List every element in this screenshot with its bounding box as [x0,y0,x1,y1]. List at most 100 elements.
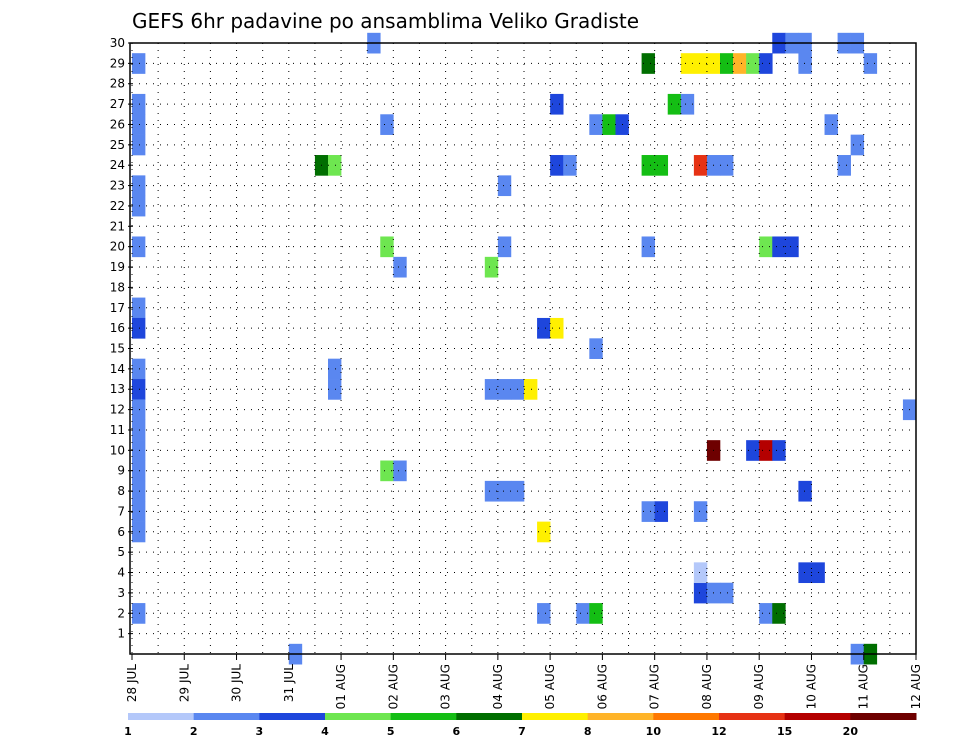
plot-frame [129,42,917,655]
heatmap-cell [132,419,146,441]
y-tick-label: 9 [117,464,125,478]
x-tick-label: 06 AUG [595,664,609,709]
heatmap-cell [132,195,146,217]
heatmap-cell [733,53,747,74]
x-tick-label: 07 AUG [648,664,662,709]
legend-swatch [128,713,195,720]
y-tick-label: 16 [110,321,125,335]
legend-swatch [259,713,326,720]
legend-swatch [587,713,654,720]
heatmap-cell [746,440,760,461]
heatmap-cell [759,440,773,461]
heatmap-cell [550,155,564,176]
y-tick-label: 8 [117,484,125,498]
heatmap-cell [132,134,146,156]
x-tick-label: 04 AUG [491,664,505,709]
heatmap-cell [654,501,669,522]
heatmap-cell [772,236,786,258]
legend-swatch [850,713,917,720]
cells-layer [132,32,917,665]
x-tick-label: 12 AUG [909,664,923,709]
legend-label: 2 [190,725,198,738]
y-tick-label: 17 [110,301,125,315]
heatmap-cell [589,114,603,135]
legend-swatch [456,713,523,720]
y-tick-label: 24 [110,158,125,172]
legend-swatch [522,713,589,720]
legend-label: 20 [843,725,859,738]
heatmap-cell [132,480,146,502]
chart-title: GEFS 6hr padavine po ansamblima Veliko G… [132,9,639,33]
heatmap-cell [132,521,146,543]
heatmap-cell [824,114,838,135]
heatmap-cell [497,480,512,502]
heatmap-cell [132,175,146,197]
heatmap-cell [746,53,760,74]
heatmap-cell [589,603,603,624]
legend-label: 8 [584,725,592,738]
heatmap-cell [328,155,342,176]
y-tick-label: 7 [117,504,125,518]
heatmap-cell [132,93,146,115]
y-tick-label: 6 [117,525,125,539]
x-tick-label: 11 AUG [857,664,871,709]
y-tick-label: 15 [110,342,125,356]
heatmap-cell [328,358,342,380]
y-tick-label: 13 [110,382,125,396]
heatmap-cell [537,603,551,624]
heatmap-cell [380,460,394,482]
x-tick-label: 29 JUL [177,664,191,702]
heatmap-cell [759,236,773,258]
heatmap-cell [759,53,773,74]
y-tick-label: 2 [117,606,125,620]
heatmap-cell [393,256,407,278]
legend-swatch [653,713,720,720]
heatmap-cell [641,501,655,522]
legend-label: 3 [256,725,264,738]
x-tick-label: 03 AUG [439,664,453,709]
heatmap-cell [132,114,146,135]
legend-swatch [325,713,392,720]
heatmap-cell [693,582,708,604]
heatmap-cell [380,114,394,135]
heatmap-cell [393,460,407,482]
y-tick-label: 5 [117,545,125,559]
x-tick-label: 28 JUL [125,664,139,702]
heatmap-cell [132,379,146,400]
heatmap-cell [863,53,878,74]
x-tick-label: 08 AUG [700,664,714,709]
y-tick-label: 26 [110,117,125,131]
y-tick-label: 28 [110,77,125,91]
heatmap-cell [589,338,603,359]
heatmap-cell [537,521,551,543]
heatmap-cell [693,501,708,522]
heatmap-cell [693,155,708,176]
heatmap-cell [772,603,786,624]
heatmap-cell [550,317,564,339]
heatmap-cell [132,317,146,339]
color-legend: 1 2 3 4 5 6 7 8 10 12 15 20 [124,713,917,738]
y-tick-label: 1 [117,627,125,641]
y-tick-label: 23 [110,179,125,193]
legend-swatch [784,713,851,720]
x-tick-label: 05 AUG [543,664,557,709]
y-tick-label: 29 [110,56,125,70]
heatmap-cell [132,460,146,482]
heatmap-cell [785,236,799,258]
legend-label: 1 [124,725,132,738]
legend-swatch [719,713,786,720]
legend-label: 6 [453,725,461,738]
heatmap-cell [850,134,865,156]
x-tick-label: 10 AUG [804,664,818,709]
heatmap-cell [693,53,708,74]
heatmap-cell [798,480,812,502]
y-axis: 1234567891011121314151617181920212223242… [110,36,132,641]
heatmap-cell [132,297,146,319]
heatmap-cell [497,236,512,258]
heatmap-cell [667,93,682,115]
heatmap-cell [641,53,655,74]
heatmap-cell [641,155,655,176]
heatmap-cell [772,440,786,461]
heatmap-cell [798,53,812,74]
